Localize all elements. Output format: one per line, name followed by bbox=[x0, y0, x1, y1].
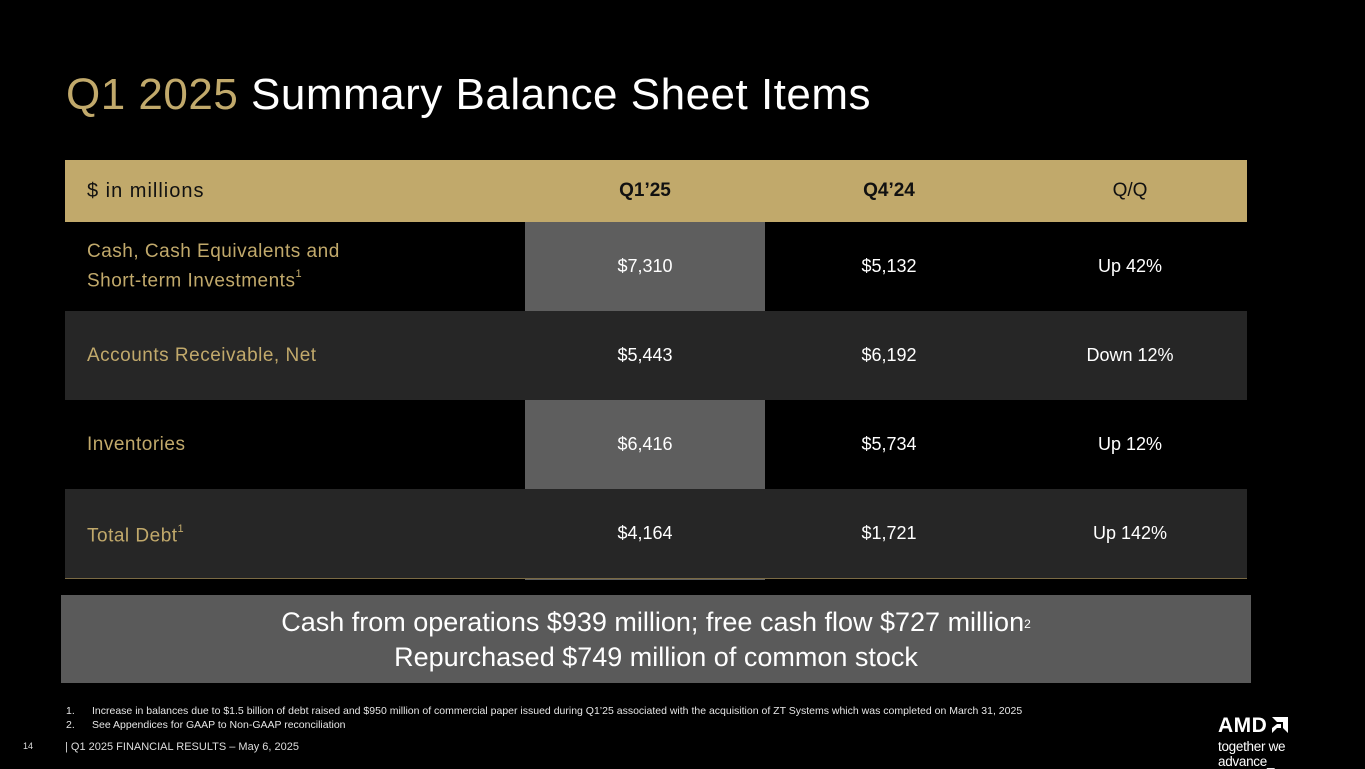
balance-sheet-table: $ in millions Q1’25 Q4’24 Q/Q Cash, Cash… bbox=[65, 160, 1247, 580]
row-value-qq: Down 12% bbox=[1086, 345, 1174, 365]
row-label-text: Total Debt bbox=[87, 525, 178, 547]
page-title: Q1 2025 Summary Balance Sheet Items bbox=[66, 70, 871, 120]
row-value-q4: $1,721 bbox=[861, 523, 917, 543]
row-value-q1: $5,443 bbox=[617, 345, 673, 365]
footnote-text: See Appendices for GAAP to Non-GAAP reco… bbox=[92, 719, 346, 731]
row-value-q1: $6,416 bbox=[617, 434, 673, 454]
footnote-number: 2. bbox=[66, 719, 75, 731]
footnote-item: 2. See Appendices for GAAP to Non-GAAP re… bbox=[66, 718, 1022, 732]
row-value-qq: Up 42% bbox=[1097, 256, 1163, 276]
logo-tagline: together we advance_ bbox=[1218, 739, 1286, 769]
footer-text: | Q1 2025 FINANCIAL RESULTS – May 6, 202… bbox=[65, 741, 299, 753]
row-value-qq: Up 12% bbox=[1097, 434, 1163, 454]
footnote-marker: 1 bbox=[295, 268, 303, 281]
row-value-q4: $5,734 bbox=[861, 434, 917, 454]
footnotes: 1. Increase in balances due to $1.5 billi… bbox=[66, 704, 1022, 732]
highlights-callout: Cash from operations $939 million; free … bbox=[61, 595, 1251, 683]
logo-wordmark: AMD bbox=[1218, 714, 1268, 737]
row-label: Total Debt1 bbox=[87, 519, 184, 548]
title-rest: Summary Balance Sheet Items bbox=[251, 70, 872, 119]
title-highlight: Q1 2025 bbox=[66, 70, 239, 119]
row-value-q4: $6,192 bbox=[861, 345, 917, 365]
header-units: $ in millions bbox=[87, 179, 205, 202]
footnote-marker: 2 bbox=[1024, 617, 1031, 631]
row-label: Accounts Receivable, Net bbox=[87, 345, 317, 366]
header-q4: Q4’24 bbox=[863, 180, 915, 201]
row-label: Inventories bbox=[87, 434, 186, 455]
row-value-q1: $4,164 bbox=[617, 523, 673, 543]
row-label-line2: Short-term Investments bbox=[87, 270, 296, 292]
row-label: Cash, Cash Equivalents and Short-term In… bbox=[87, 239, 340, 293]
callout-line-1: Cash from operations $939 million; free … bbox=[61, 605, 1251, 640]
header-q1: Q1’25 bbox=[619, 180, 671, 201]
footnote-item: 1. Increase in balances due to $1.5 billi… bbox=[66, 704, 1022, 718]
header-qq: Q/Q bbox=[1112, 180, 1148, 201]
amd-logo: AMD together we advance_ bbox=[1218, 714, 1338, 769]
callout-line-1-text: Cash from operations $939 million; free … bbox=[281, 607, 1025, 637]
table-row: Accounts Receivable, Net $5,443 $6,192 D… bbox=[65, 311, 1247, 400]
row-label-line1: Cash, Cash Equivalents and bbox=[87, 241, 340, 263]
footnote-text: Increase in balances due to $1.5 billion… bbox=[92, 705, 1023, 717]
table-row: Inventories $6,416 $5,734 Up 12% bbox=[65, 400, 1247, 489]
table-header-row: $ in millions Q1’25 Q4’24 Q/Q bbox=[65, 160, 1247, 222]
row-value-q1: $7,310 bbox=[617, 256, 673, 276]
footnote-marker: 1 bbox=[177, 522, 185, 535]
callout-line-2: Repurchased $749 million of common stock bbox=[394, 642, 918, 672]
table-row: Cash, Cash Equivalents and Short-term In… bbox=[65, 222, 1247, 311]
logo-wordmark-row: AMD bbox=[1218, 714, 1338, 738]
page-number: 14 bbox=[23, 741, 34, 751]
row-value-q4: $5,132 bbox=[861, 256, 917, 276]
amd-arrow-icon bbox=[1272, 717, 1289, 733]
row-value-qq: Up 142% bbox=[1092, 523, 1168, 543]
footnote-number: 1. bbox=[66, 705, 75, 717]
table-row: Total Debt1 $4,164 $1,721 Up 142% bbox=[65, 489, 1247, 579]
